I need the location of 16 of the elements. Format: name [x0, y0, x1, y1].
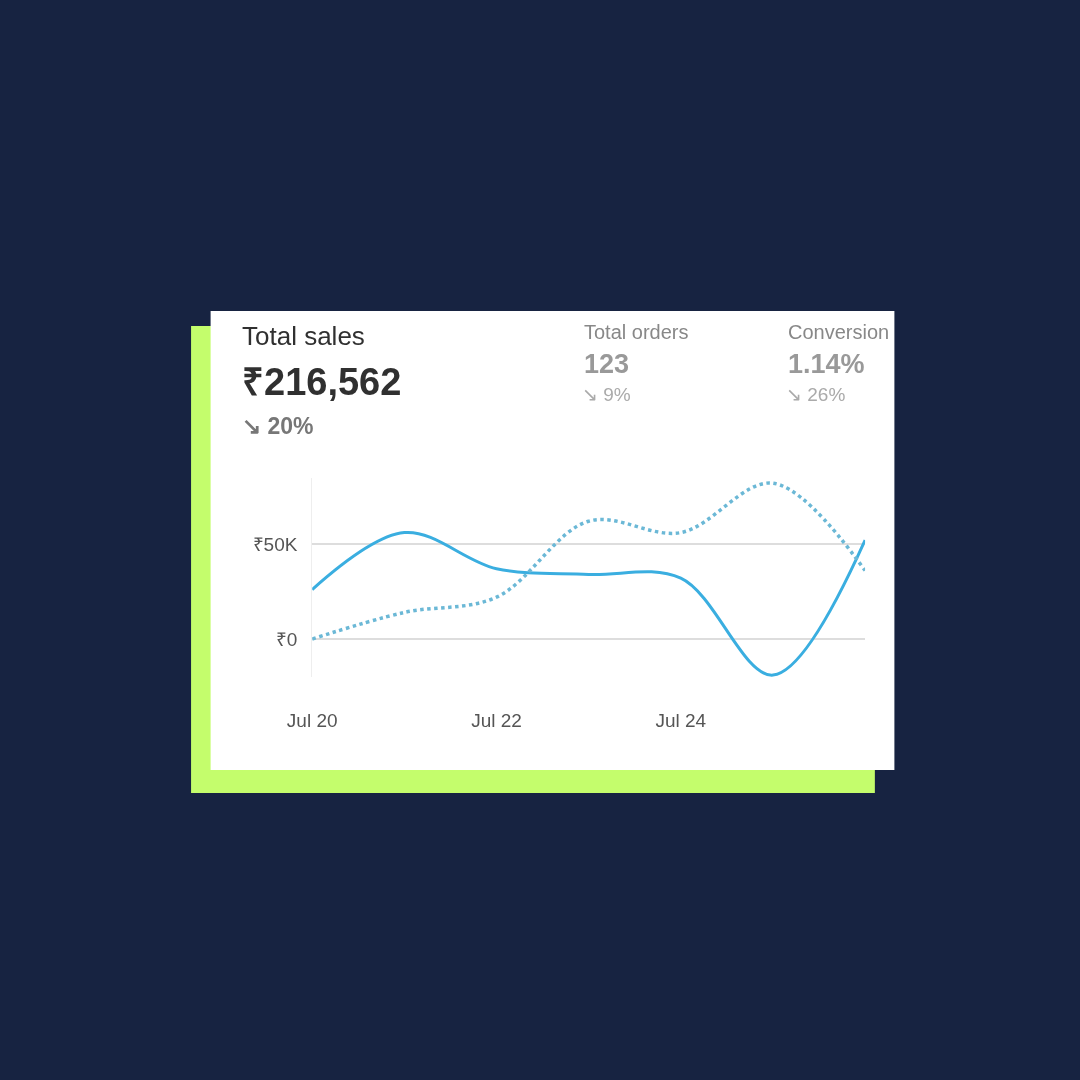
text: ↘ 20% — [242, 413, 314, 439]
line-series — [312, 531, 866, 677]
y-tick-label: ₹50K — [252, 533, 298, 555]
x-tick-label: Jul 22 — [471, 710, 522, 731]
text: ₹216,562 — [242, 361, 402, 403]
line-series — [312, 481, 866, 641]
text: ↘ 9% — [582, 384, 631, 405]
x-tick-label: Jul 24 — [655, 710, 707, 731]
text: Conversion — [788, 321, 890, 343]
text: 123 — [584, 349, 630, 379]
text: ↘ 26% — [786, 384, 846, 405]
y-tick-label: ₹0 — [275, 628, 298, 650]
text: 1.14% — [788, 349, 865, 379]
text: Total orders — [584, 321, 689, 343]
x-tick-label: Jul 20 — [286, 710, 338, 731]
chart-title: Total sales — [242, 321, 365, 351]
